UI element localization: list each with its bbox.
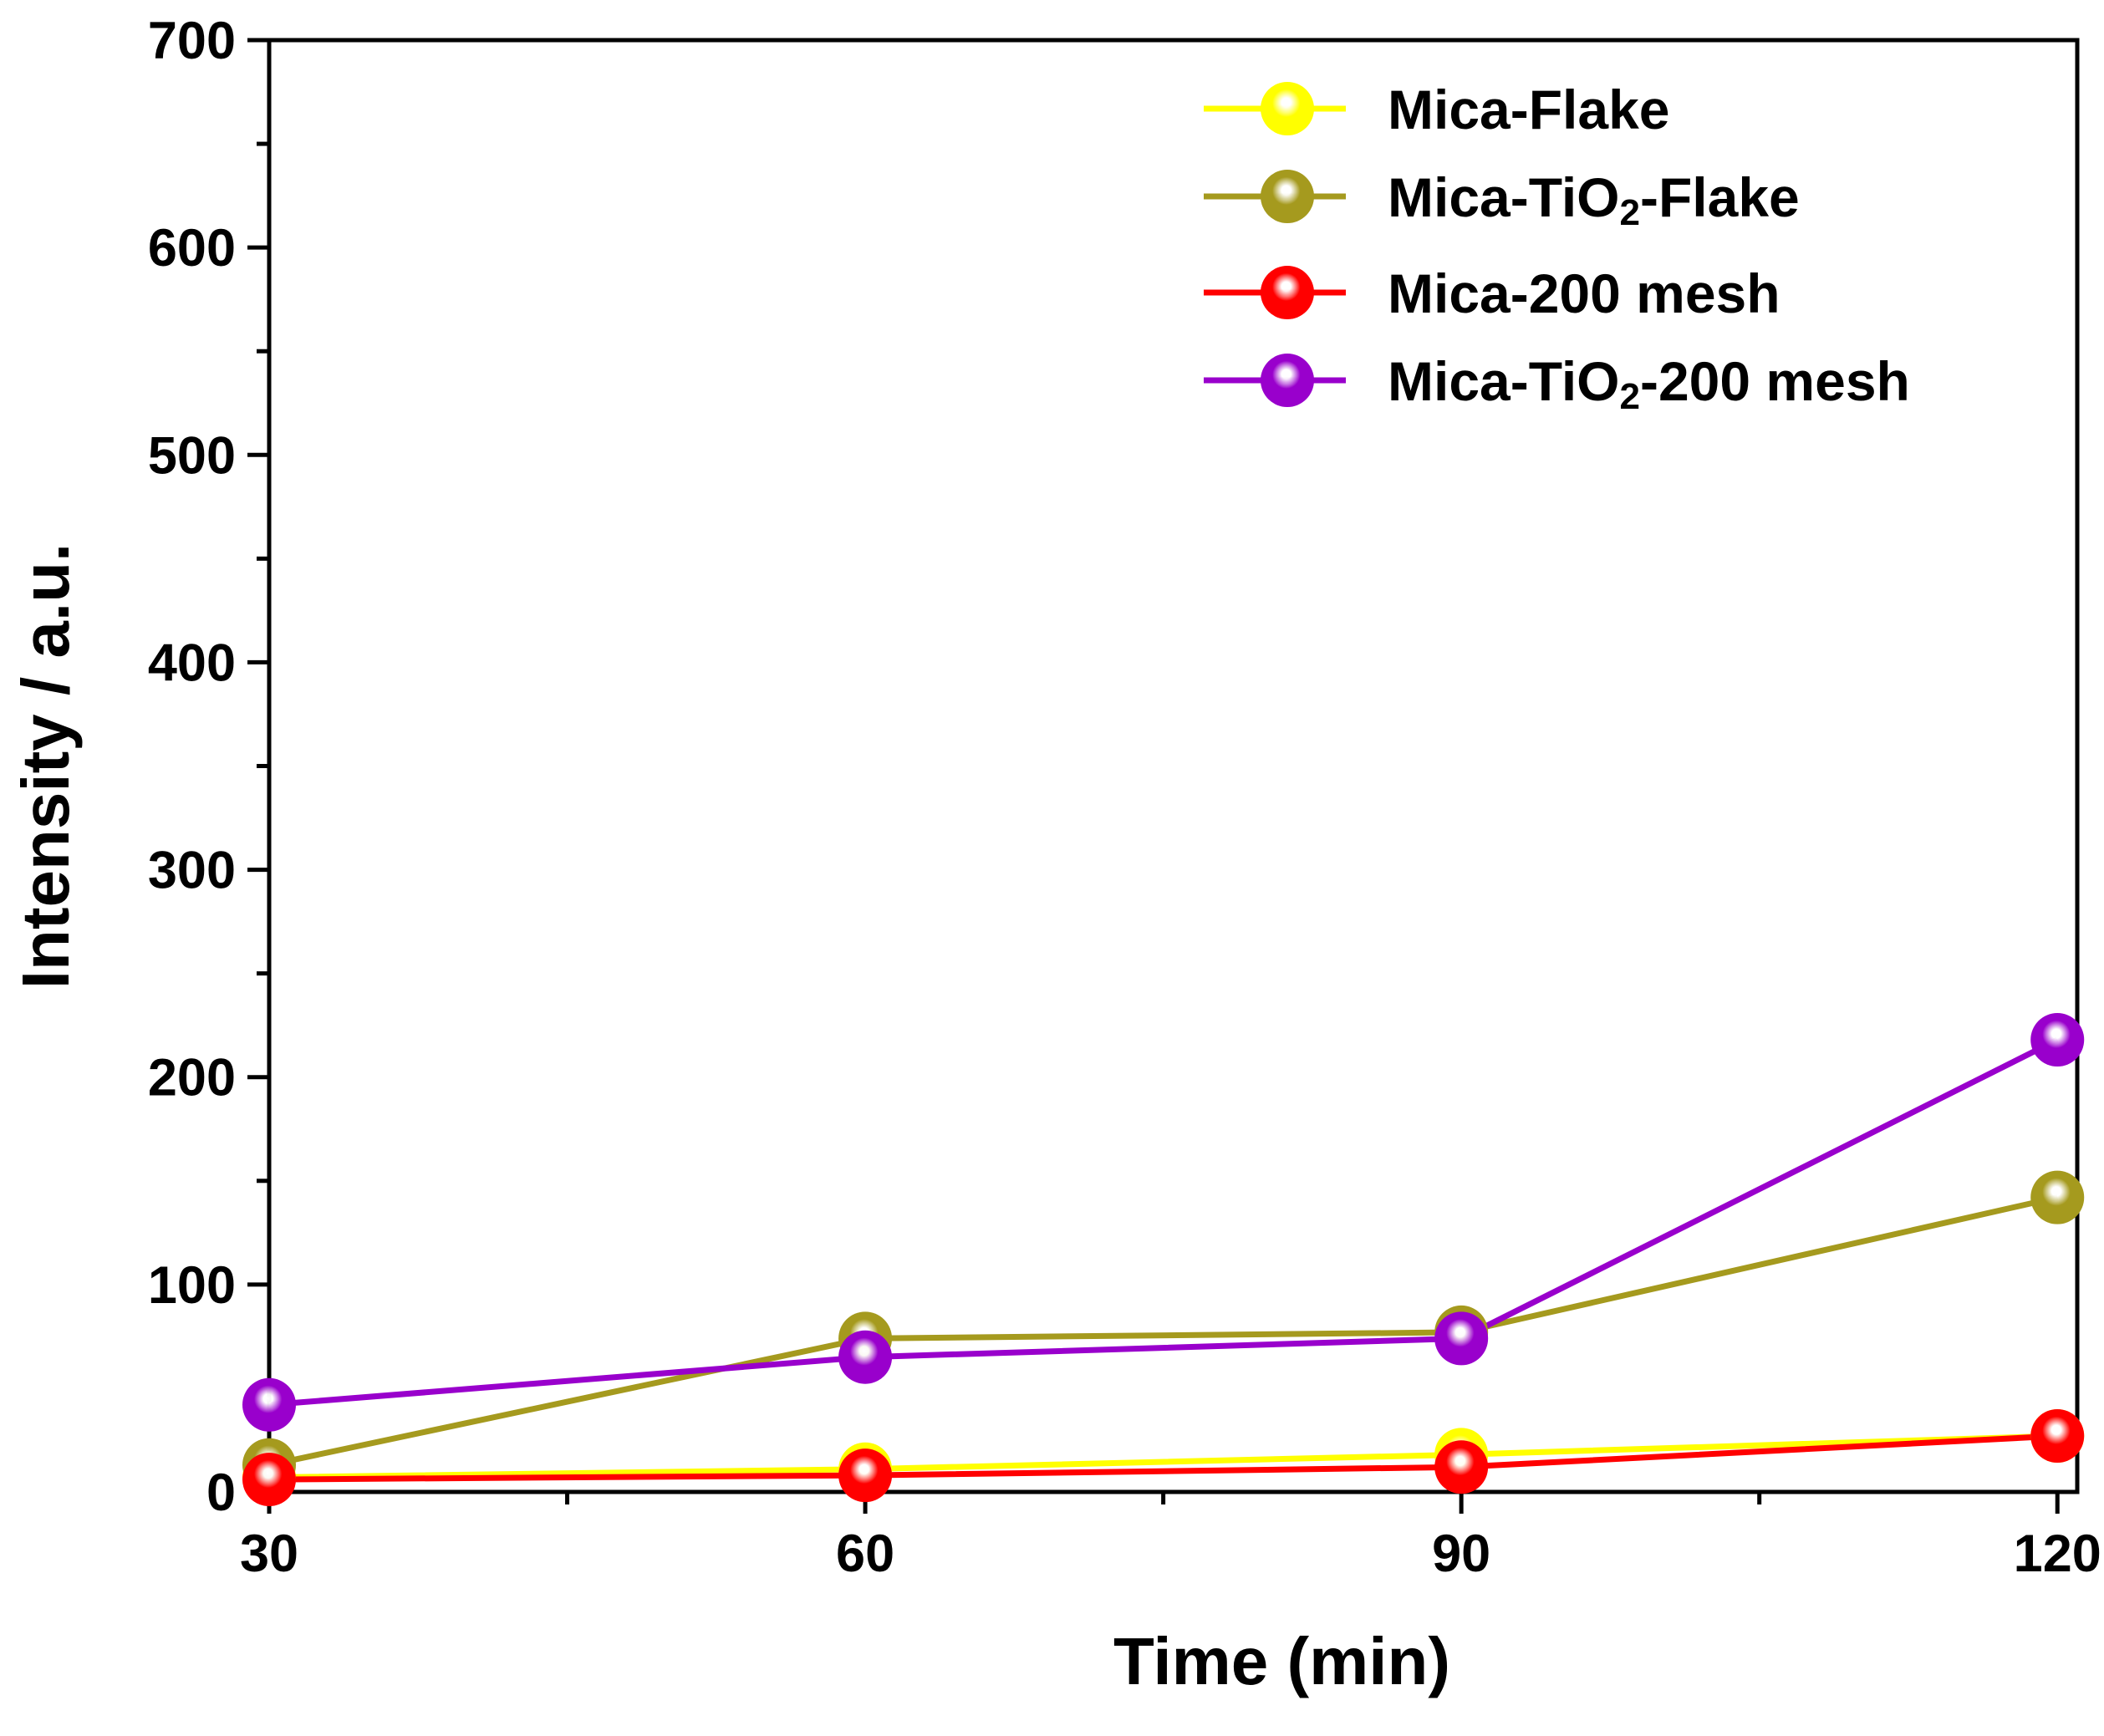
y-tick-label: 400 — [148, 634, 236, 692]
legend-marker — [1261, 354, 1314, 407]
series-line — [268, 1433, 2058, 1483]
data-point — [1434, 1440, 1489, 1494]
legend: Mica-Flake Mica-TiO2-Flake Mica-200 mesh Mi… — [1204, 79, 1910, 417]
data-point — [838, 1330, 893, 1384]
y-tick-label: 0 — [206, 1464, 236, 1522]
legend-label: Mica-TiO2-200 mesh — [1388, 350, 1910, 417]
series-line — [268, 1194, 2059, 1469]
x-tick-label: 120 — [2014, 1525, 2101, 1583]
axes: 0 100 200 300 400 500 600 700 30 60 90 120 — [148, 12, 2101, 1583]
legend-marker — [1261, 170, 1314, 223]
data-point — [2030, 1409, 2085, 1464]
y-tick-label: 300 — [148, 842, 236, 900]
y-tick-label: 600 — [148, 219, 236, 277]
data-point — [838, 1448, 893, 1503]
data-point — [242, 1453, 296, 1507]
x-tick-label: 60 — [836, 1525, 894, 1583]
plot-frame — [267, 38, 2080, 1494]
data-point — [2030, 1013, 2085, 1067]
legend-marker — [1261, 266, 1314, 319]
series-line — [268, 1036, 2059, 1408]
x-axis-title: Time (min) — [1113, 1624, 1450, 1698]
y-tick-label: 100 — [148, 1256, 236, 1315]
data-point — [1434, 1311, 1489, 1366]
y-tick-label: 500 — [148, 426, 236, 485]
legend-label: Mica-Flake — [1388, 79, 1669, 140]
series-line — [268, 1433, 2058, 1481]
legend-label: Mica-TiO2-Flake — [1388, 166, 1800, 233]
x-tick-label: 90 — [1432, 1525, 1490, 1583]
legend-label: Mica-200 mesh — [1388, 262, 1781, 324]
x-tick-label: 30 — [240, 1525, 298, 1583]
y-tick-label: 700 — [148, 12, 236, 70]
y-tick-label: 200 — [148, 1049, 236, 1107]
data-point — [2030, 1170, 2085, 1224]
legend-marker — [1261, 82, 1314, 135]
series-layer — [242, 1013, 2085, 1507]
y-axis-title: Intensity / a.u. — [8, 543, 83, 989]
data-point — [242, 1377, 296, 1432]
